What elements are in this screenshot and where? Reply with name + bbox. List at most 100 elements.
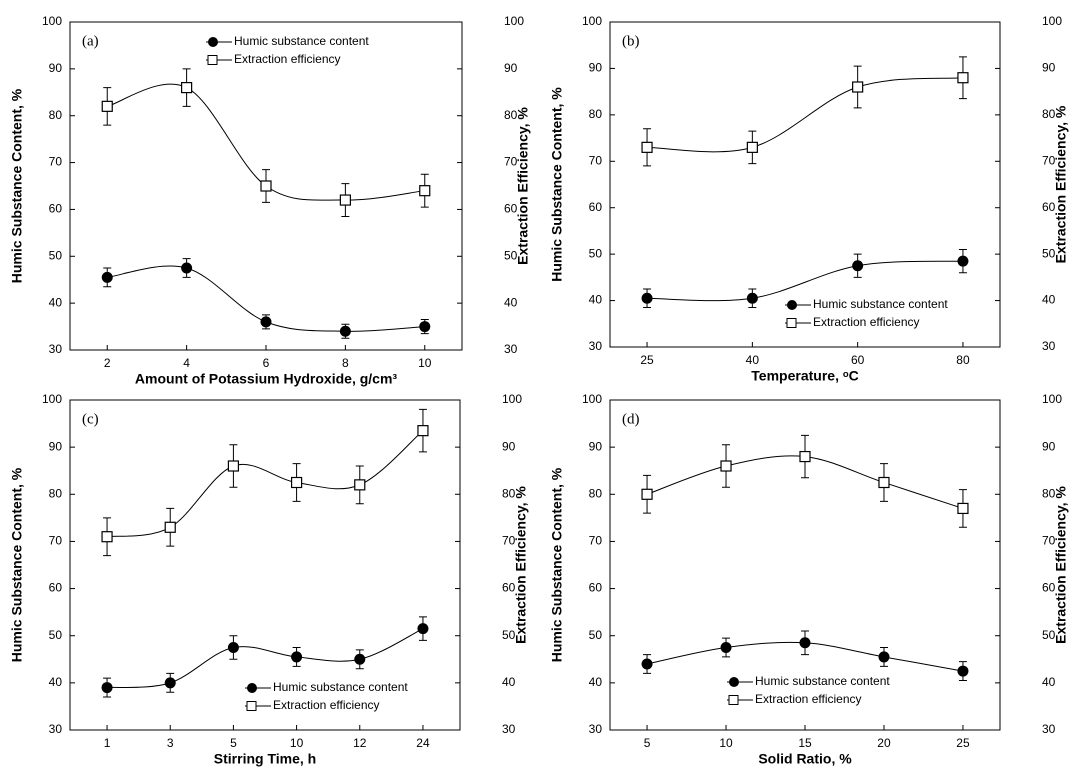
marker-square (164, 521, 176, 533)
legend-marker (207, 55, 218, 65)
marker-square (339, 194, 351, 206)
marker-circle (852, 260, 864, 272)
legend-marker (247, 683, 257, 693)
y-tick-label: 60 (589, 200, 603, 214)
marker-circle (417, 623, 429, 635)
y2-tick-label: 30 (504, 342, 518, 356)
x-axis-label: Solid Ratio, % (758, 751, 852, 767)
marker-square (957, 502, 969, 515)
legend-label: Humic substance content (755, 674, 890, 688)
y2-axis-label: Extraction Efficiency, % (1053, 105, 1069, 263)
y-tick-label: 80 (49, 108, 63, 122)
legend-label: Humic substance content (273, 680, 408, 694)
y2-axis-label: Extraction Efficiency, % (515, 107, 531, 265)
plot-frame (69, 399, 461, 731)
legend-label: Extraction efficiency (755, 692, 862, 706)
y-tick-label: 60 (49, 581, 63, 595)
x-tick-label: 10 (719, 736, 733, 750)
y2-tick-label: 80 (1042, 486, 1056, 500)
y-axis-label: Humic Substance Content, % (9, 467, 25, 662)
legend-label: Humic substance content (234, 34, 369, 48)
y-tick-label: 30 (49, 342, 63, 356)
x-tick-label: 12 (353, 736, 367, 750)
legend-marker (246, 701, 257, 711)
y-tick-label: 80 (49, 486, 63, 500)
y-axis-label: Humic Substance Content, % (549, 87, 565, 282)
panel-label: (c) (82, 411, 99, 427)
x-tick-label: 60 (851, 353, 865, 367)
y2-tick-label: 90 (1042, 439, 1056, 453)
marker-square (227, 460, 240, 472)
legend-marker (787, 300, 797, 310)
y-tick-label: 70 (49, 155, 63, 169)
y-tick-label: 40 (49, 675, 63, 689)
marker-square (720, 460, 732, 472)
y-tick-label: 40 (589, 293, 603, 307)
y2-tick-label: 90 (1042, 61, 1056, 75)
panel: 30 40 50 60 70 80 90 100 30 40 50 60 70 80 90 100 5 10 15 2… (549, 392, 1069, 767)
panel: 30 40 50 60 70 80 90 100 30 40 50 60 70 80 90 100 1 3 5 10 1… (9, 392, 529, 767)
marker-circle (260, 316, 272, 328)
legend-label: Extraction efficiency (273, 698, 380, 712)
y2-tick-label: 70 (1042, 153, 1056, 167)
y-tick-label: 30 (49, 722, 63, 736)
y2-tick-label: 50 (502, 628, 516, 642)
y2-tick-label: 70 (504, 155, 518, 169)
y-tick-label: 60 (49, 202, 63, 216)
marker-square (957, 72, 969, 84)
marker-square (260, 180, 272, 192)
y2-tick-label: 100 (1042, 14, 1062, 28)
y2-tick-label: 80 (504, 108, 518, 122)
x-tick-label: 8 (342, 356, 349, 370)
marker-square (354, 479, 366, 491)
marker-circle (799, 637, 811, 649)
y-tick-label: 90 (589, 61, 603, 75)
legend-marker (728, 695, 739, 705)
marker-square (290, 476, 303, 489)
legend-label: Humic substance content (813, 297, 948, 311)
marker-circle (164, 677, 176, 689)
legend-marker (208, 37, 218, 47)
x-tick-label: 4 (183, 356, 190, 370)
y-tick-label: 30 (589, 722, 603, 736)
y-tick-label: 90 (49, 439, 63, 453)
y2-tick-label: 80 (502, 486, 516, 500)
y2-tick-label: 100 (502, 392, 522, 406)
marker-circle (101, 271, 113, 283)
marker-square (417, 425, 429, 437)
y-axis-label: Humic Substance Content, % (9, 88, 25, 283)
y-tick-label: 80 (589, 107, 603, 121)
y2-tick-label: 50 (1042, 628, 1056, 642)
legend-marker (786, 318, 797, 328)
y2-tick-label: 50 (504, 248, 518, 262)
series-line (106, 430, 424, 538)
marker-circle (354, 653, 366, 665)
marker-circle (957, 255, 969, 267)
marker-square (799, 450, 811, 463)
marker-square (746, 141, 758, 153)
marker-circle (878, 651, 890, 663)
y2-tick-label: 60 (504, 202, 518, 216)
y-tick-label: 50 (589, 246, 603, 260)
series-line (647, 77, 963, 153)
y2-tick-label: 30 (1042, 722, 1056, 736)
x-tick-label: 3 (167, 736, 174, 750)
y2-tick-label: 60 (1042, 581, 1056, 595)
marker-square (641, 488, 653, 500)
series-line (107, 628, 424, 689)
marker-square (419, 185, 431, 197)
panel: 30 40 50 60 70 80 90 100 30 40 50 60 70 80 90 100 25 40 60… (549, 14, 1069, 384)
x-tick-label: 24 (416, 736, 430, 750)
legend-marker (729, 677, 739, 687)
marker-square (101, 531, 113, 543)
y-tick-label: 80 (589, 486, 603, 500)
marker-circle (339, 325, 351, 337)
x-tick-label: 5 (644, 736, 651, 750)
x-tick-label: 25 (956, 736, 970, 750)
y-tick-label: 40 (589, 675, 603, 689)
y2-tick-label: 90 (502, 439, 516, 453)
marker-circle (641, 292, 653, 304)
y2-tick-label: 40 (504, 295, 518, 309)
